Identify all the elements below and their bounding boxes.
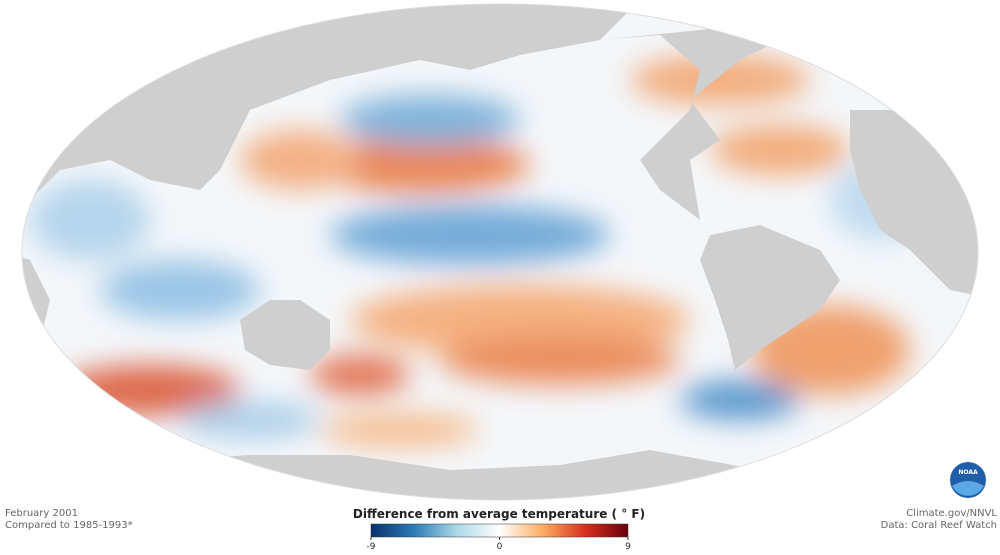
tick-label: -9 [367,542,376,552]
tick-label: 0 [497,542,503,552]
logo-text: NOAA [958,469,978,476]
tick-label: 9 [625,542,631,552]
credit-label: Climate.gov/NNVL [906,508,997,519]
anomaly-field [30,55,930,448]
map [22,4,978,500]
baseline-label: Compared to 1985-1993* [5,520,133,531]
globe-outline [21,3,979,501]
noaa-logo: NOAA [950,462,986,498]
colorbar: -9 0 9 [367,523,631,552]
colorbar-gradient [370,523,629,538]
colorbar-title: Difference from average temperature ( ° … [353,507,645,521]
source-label: Data: Coral Reef Watch [881,520,997,531]
date-label: February 2001 [5,508,78,519]
